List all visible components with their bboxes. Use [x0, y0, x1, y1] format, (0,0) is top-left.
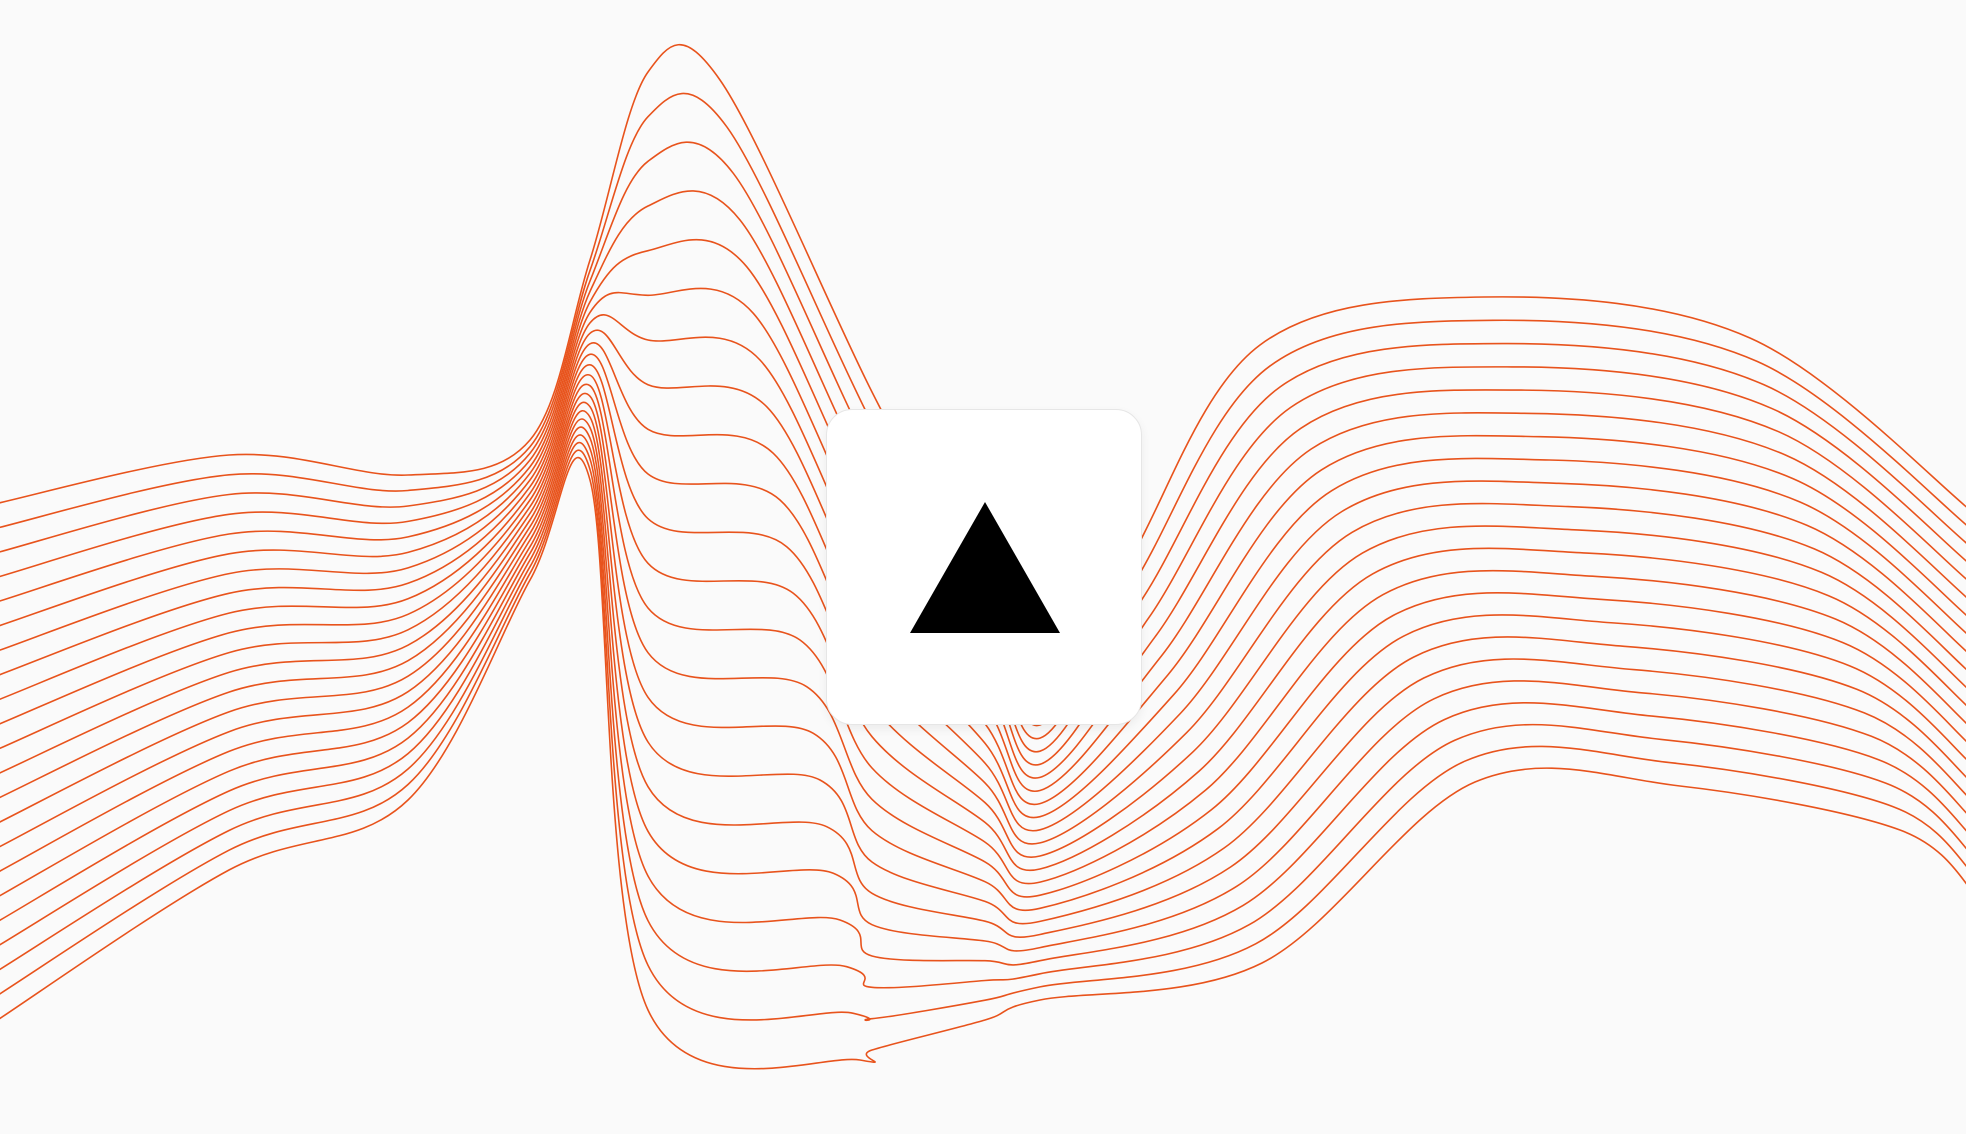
wave-line — [0, 449, 1966, 1022]
wave-line — [0, 418, 1966, 939]
wave-line — [0, 434, 1966, 966]
triangle-logo-icon — [910, 502, 1060, 633]
wave-line — [0, 426, 1966, 952]
wave-line — [0, 401, 1966, 911]
wave-line — [0, 374, 1966, 872]
wave-line — [0, 383, 1966, 885]
wave-line — [0, 392, 1966, 898]
wave-line — [0, 457, 1966, 1070]
logo-card — [826, 409, 1142, 725]
wave-line — [0, 409, 1966, 925]
wave-line — [0, 441, 1966, 989]
